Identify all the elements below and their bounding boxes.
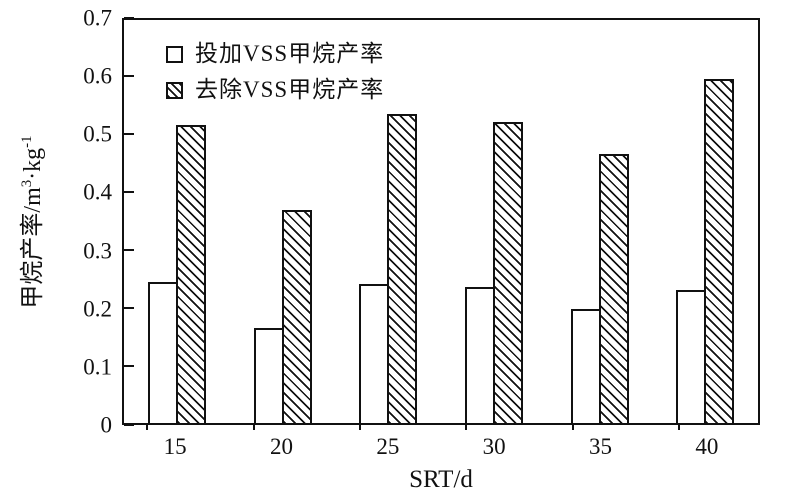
x-axis-title: SRT/d [409,466,473,493]
x-tick [252,424,255,430]
y-axis-title: 甲烷产率/m3·kg-1 [19,135,46,308]
legend-item-added-vss: 投加VSS甲烷产率 [166,40,384,69]
y-tick-label: 0 [100,412,113,438]
y-tick [124,365,134,368]
y-tick [124,190,134,193]
bar-group-40 [652,20,758,423]
y-tick-label: 0.6 [83,63,112,89]
x-tick [571,424,574,430]
x-tick [146,424,149,430]
bar-hatched-15 [175,124,206,423]
y-tick [124,423,134,426]
x-tick-label: 25 [376,434,400,459]
bar-group-15 [124,20,230,423]
y-tick-label: 0.5 [83,121,112,147]
bar-group-20 [230,20,336,423]
y-tick-label: 0.1 [83,354,112,380]
open-square-marker-icon [166,45,183,63]
bar-hatched-20 [281,209,312,423]
legend-item-removed-vss: 去除VSS甲烷产率 [166,76,384,105]
legend: 投加VSS甲烷产率 去除VSS甲烷产率 [166,40,384,105]
bar-groups [124,20,758,423]
y-tick-label: 0.4 [83,179,112,205]
bar-group-35 [547,20,653,423]
x-tick-label: 15 [163,434,187,459]
y-axis-title-unit: ·kg [20,147,46,180]
bar-open-35 [570,308,601,423]
y-tick [124,307,134,310]
y-tick [124,74,134,77]
bar-hatched-40 [704,79,735,423]
legend-label: 投加VSS甲烷产率 [195,41,385,66]
y-tick [124,16,134,19]
x-tick [465,424,468,430]
y-tick-label: 0.2 [83,296,112,322]
bar-group-25 [335,20,441,423]
bar-open-25 [359,283,390,423]
y-tick [124,249,134,252]
bar-open-15 [147,281,178,423]
bar-open-20 [253,327,284,423]
bar-hatched-25 [387,114,418,423]
x-tick-label: 20 [270,434,293,459]
x-tick [358,424,361,430]
plot-area: 投加VSS甲烷产率 去除VSS甲烷产率 [122,16,760,426]
x-tick-label: 40 [695,434,719,459]
y-tick [124,132,134,135]
legend-label: 去除VSS甲烷产率 [195,76,385,102]
bar-open-40 [676,289,707,423]
x-tick [677,424,680,430]
bar-group-30 [441,20,547,423]
bar-hatched-35 [598,153,629,423]
y-tick-label: 0.7 [83,5,112,31]
bar-open-30 [464,286,495,423]
x-tick-label: 35 [589,434,612,459]
y-tick-label: 0.3 [83,238,112,264]
hatched-square-marker-icon [166,81,183,99]
x-tick-label: 30 [482,434,506,459]
bar-hatched-30 [492,121,523,423]
